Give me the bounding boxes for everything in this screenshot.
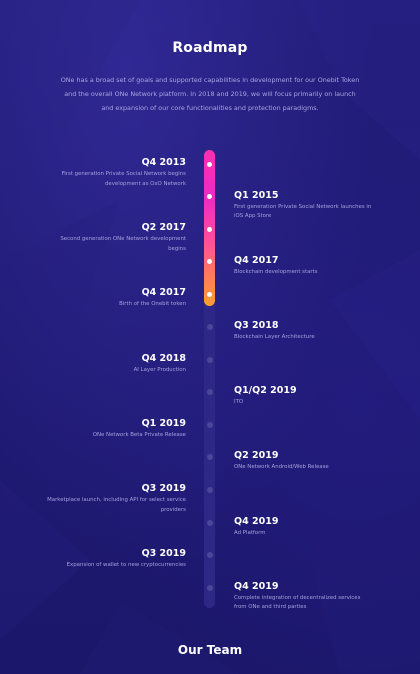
timeline-dot — [207, 194, 212, 200]
timeline-dot — [207, 161, 212, 167]
milestone-description: Marketplace launch, including API for se… — [47, 497, 186, 513]
milestone-date: Q2 2017 — [141, 222, 186, 234]
milestone-description: AI Layer Production — [133, 366, 186, 373]
timeline-dot — [207, 291, 212, 297]
milestone-date: Q3 2019 — [141, 483, 186, 494]
milestone-description: Second generation ONe Network developmen… — [60, 236, 186, 252]
milestone-date: Q1 2019 — [141, 417, 186, 429]
milestone-description: Blockchain development starts — [234, 268, 318, 275]
roadmap-title: Roadmap — [172, 40, 248, 56]
milestone: Q3 2019 Expansion of wallet to new crypto… — [46, 548, 186, 571]
timeline-dot — [207, 259, 212, 265]
timeline-dot — [207, 226, 212, 232]
timeline-dot — [206, 519, 213, 526]
milestone: Q1 2019 ONe Network Beta Private Release — [46, 418, 186, 441]
milestone: Q4 2019 Complete integration of decentral… — [234, 581, 374, 613]
milestone-description: Ad Platform — [234, 529, 266, 536]
timeline-dot — [206, 389, 213, 396]
milestone-date: Q4 2017 — [234, 254, 279, 266]
milestone: Q2 2017 Second generation ONe Network dev… — [46, 222, 186, 254]
roadmap-intro: ONe has a broad set of goals and support… — [60, 76, 360, 112]
milestone: Q2 2019 ONe Network Android/Web Release — [234, 450, 374, 473]
milestone-date: Q3 2018 — [234, 320, 279, 331]
milestone-description: First generation Private Social Network … — [234, 203, 372, 220]
milestone-date: Q4 2019 — [234, 515, 279, 527]
milestone-date: Q1/Q2 2019 — [234, 385, 297, 397]
milestone: Q1 2015 First generation Private Social N… — [234, 190, 374, 222]
milestone: Q4 2017 Birth of the Onebit token — [46, 287, 186, 310]
timeline-track — [204, 150, 215, 608]
milestone: Q3 2019 Marketplace launch, including API… — [46, 483, 186, 515]
milestone-date: Q3 2019 — [141, 548, 186, 560]
milestone-date: Q2 2019 — [234, 450, 279, 462]
milestone: Q3 2018 Blockchain Layer Architecture — [234, 320, 374, 343]
timeline-dot — [206, 552, 213, 559]
milestone-date: Q4 2017 — [141, 287, 186, 299]
milestone: Q4 2018 AI Layer Production — [46, 353, 186, 376]
timeline-dot — [206, 454, 213, 461]
milestone-description: ONe Network Beta Private Release — [92, 431, 186, 438]
milestone-description: Birth of the Onebit token — [119, 301, 186, 308]
milestone-description: ITO — [234, 399, 244, 406]
milestone-description: First generation Private Social Network … — [61, 171, 186, 187]
milestone: Q4 2013 First generation Private Social N… — [46, 157, 186, 189]
milestone: Q4 2019 Ad Platform — [234, 516, 374, 539]
timeline-dot — [206, 324, 213, 330]
team-title: Our Team — [177, 643, 243, 657]
milestone-description: Expansion of wallet to new cryptocurrenc… — [66, 562, 186, 569]
milestone-date: Q4 2018 — [141, 352, 186, 364]
milestone-description: ONe Network Android/Web Release — [234, 464, 329, 471]
milestone-description: Complete integration of decentralized se… — [234, 594, 361, 611]
timeline-dot — [206, 421, 213, 428]
milestone-date: Q4 2013 — [141, 157, 186, 168]
milestone-description: Blockchain Layer Architecture — [234, 334, 315, 340]
milestone-date: Q1 2015 — [234, 189, 279, 201]
milestone-date: Q4 2019 — [234, 580, 279, 592]
milestone: Q4 2017 Blockchain development starts — [234, 255, 374, 278]
timeline-dot — [206, 584, 213, 591]
timeline-dot — [206, 356, 213, 363]
timeline-dot — [206, 487, 213, 493]
milestone: Q1/Q2 2019 ITO — [234, 385, 374, 408]
